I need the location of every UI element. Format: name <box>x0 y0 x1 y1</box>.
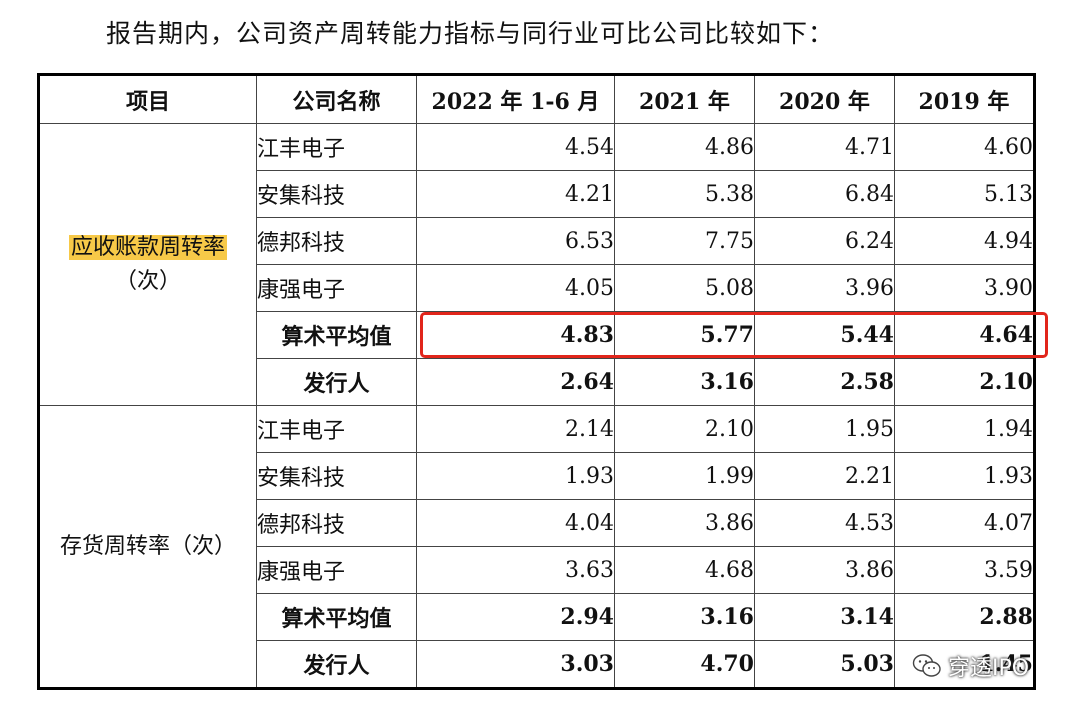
company-name: 江丰电子 <box>256 405 417 453</box>
issuer-value: 2.10 <box>894 358 1035 406</box>
average-value: 4.83 <box>416 311 615 359</box>
average-label: 算术平均值 <box>256 311 417 359</box>
average-value: 4.64 <box>894 311 1035 359</box>
value-cell: 4.60 <box>894 123 1035 171</box>
value-cell: 5.38 <box>614 170 755 218</box>
average-value: 2.88 <box>894 593 1035 641</box>
issuer-label: 发行人 <box>256 358 417 406</box>
table-row: 康强电子 4.05 5.08 3.96 3.90 <box>39 264 1035 312</box>
company-name: 德邦科技 <box>256 217 417 265</box>
company-name: 德邦科技 <box>256 499 417 547</box>
issuer-label: 发行人 <box>256 640 417 689</box>
value-cell: 4.68 <box>614 546 755 594</box>
value-cell: 2.14 <box>416 405 615 453</box>
wechat-icon <box>912 654 941 677</box>
value-cell: 3.59 <box>894 546 1035 594</box>
issuer-value: 4.70 <box>614 640 755 689</box>
group-label-receivables: 应收账款周转率 （次） <box>38 123 257 406</box>
turnover-comparison-table: 项目 公司名称 2022 年 1-6 月 2021 年 2020 年 2019 … <box>37 73 1036 690</box>
value-cell: 1.93 <box>894 452 1035 500</box>
group-label-sub: （次） <box>114 268 181 294</box>
company-name: 江丰电子 <box>256 123 417 171</box>
header-company: 公司名称 <box>256 74 417 124</box>
value-cell: 4.07 <box>894 499 1035 547</box>
value-cell: 4.53 <box>754 499 895 547</box>
header-row: 项目 公司名称 2022 年 1-6 月 2021 年 2020 年 2019 … <box>38 74 1035 124</box>
value-cell: 2.10 <box>614 405 755 453</box>
value-cell: 3.90 <box>894 264 1035 312</box>
group-label-main: 应收账款周转率 <box>68 234 227 260</box>
table-row: 德邦科技 4.04 3.86 4.53 4.07 <box>39 499 1035 547</box>
value-cell: 4.94 <box>894 217 1035 265</box>
value-cell: 1.99 <box>614 452 755 500</box>
company-name: 康强电子 <box>256 546 417 594</box>
value-cell: 4.04 <box>416 499 615 547</box>
average-value: 3.16 <box>614 593 755 641</box>
value-cell: 3.63 <box>416 546 615 594</box>
table-row: 康强电子 3.63 4.68 3.86 3.59 <box>39 546 1035 594</box>
watermark: 穿透IPO <box>912 648 1029 684</box>
value-cell: 3.96 <box>754 264 895 312</box>
header-2022h1: 2022 年 1-6 月 <box>416 74 615 124</box>
value-cell: 3.86 <box>754 546 895 594</box>
average-value: 2.94 <box>416 593 615 641</box>
average-row: 算术平均值 2.94 3.16 3.14 2.88 <box>39 593 1035 641</box>
average-row: 算术平均值 4.83 5.77 5.44 4.64 <box>39 311 1035 359</box>
table-row: 存货周转率（次） 江丰电子 2.14 2.10 1.95 1.94 <box>38 405 1035 689</box>
value-cell: 1.93 <box>416 452 615 500</box>
value-cell: 6.53 <box>416 217 615 265</box>
header-2021: 2021 年 <box>614 74 755 124</box>
value-cell: 2.21 <box>754 452 895 500</box>
issuer-value: 2.64 <box>416 358 615 406</box>
value-cell: 7.75 <box>614 217 755 265</box>
issuer-value: 5.03 <box>754 640 895 689</box>
intro-text: 报告期内，公司资产周转能力指标与同行业可比公司比较如下： <box>106 19 835 48</box>
table-row: 应收账款周转率 （次） 江丰电子 4.54 4.86 4.71 4.60 <box>38 123 1035 406</box>
value-cell: 4.21 <box>416 170 615 218</box>
value-cell: 5.08 <box>614 264 755 312</box>
group-label-main: 存货周转率（次） <box>59 533 236 559</box>
company-name: 康强电子 <box>256 264 417 312</box>
average-value: 5.77 <box>614 311 755 359</box>
issuer-row: 发行人 2.64 3.16 2.58 2.10 <box>39 358 1035 406</box>
header-item: 项目 <box>38 74 257 124</box>
value-cell: 6.24 <box>754 217 895 265</box>
group-label-inventory: 存货周转率（次） <box>38 405 257 689</box>
value-cell: 1.94 <box>894 405 1035 453</box>
company-name: 安集科技 <box>256 452 417 500</box>
issuer-value: 3.16 <box>614 358 755 406</box>
average-value: 3.14 <box>754 593 895 641</box>
value-cell: 1.95 <box>754 405 895 453</box>
value-cell: 4.71 <box>754 123 895 171</box>
watermark-text: 穿透IPO <box>948 656 1030 681</box>
value-cell: 5.13 <box>894 170 1035 218</box>
value-cell: 6.84 <box>754 170 895 218</box>
issuer-value: 3.03 <box>416 640 615 689</box>
header-2019: 2019 年 <box>894 74 1035 124</box>
company-name: 安集科技 <box>256 170 417 218</box>
average-value: 5.44 <box>754 311 895 359</box>
issuer-value: 2.58 <box>754 358 895 406</box>
table-row: 德邦科技 6.53 7.75 6.24 4.94 <box>39 217 1035 265</box>
header-2020: 2020 年 <box>754 74 895 124</box>
value-cell: 4.05 <box>416 264 615 312</box>
value-cell: 4.54 <box>416 123 615 171</box>
value-cell: 4.86 <box>614 123 755 171</box>
value-cell: 3.86 <box>614 499 755 547</box>
average-label: 算术平均值 <box>256 593 417 641</box>
